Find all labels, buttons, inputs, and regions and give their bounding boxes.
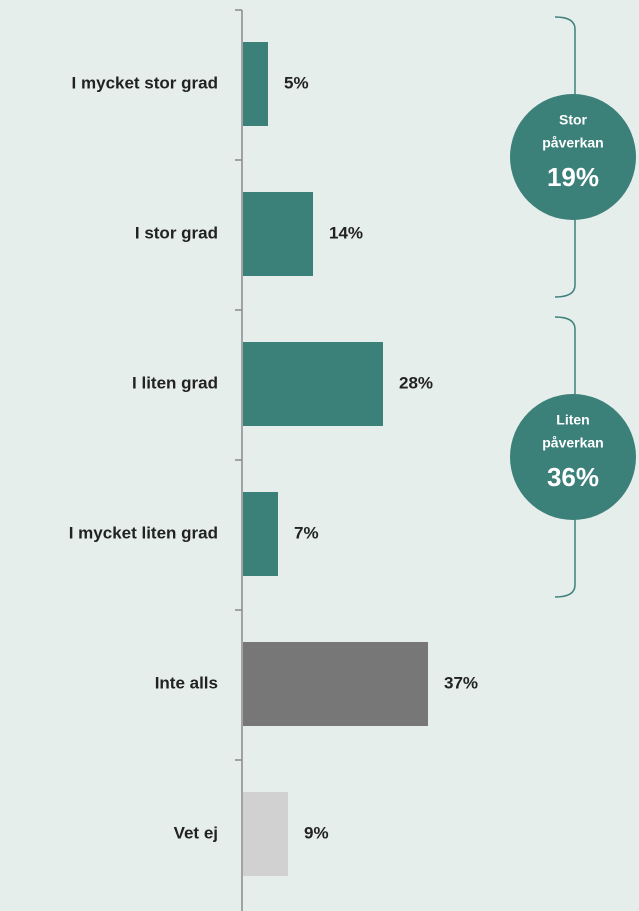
category-label: Inte alls xyxy=(155,673,218,692)
value-label: 37% xyxy=(444,673,478,692)
category-label: I liten grad xyxy=(132,373,218,392)
summary-value: 36% xyxy=(547,462,599,492)
bar xyxy=(243,492,278,576)
summary-label: Stor xyxy=(559,112,588,128)
category-label: I mycket stor grad xyxy=(72,73,218,92)
value-label: 14% xyxy=(329,223,363,242)
bar xyxy=(243,192,313,276)
category-label: I stor grad xyxy=(135,223,218,242)
value-label: 7% xyxy=(294,523,319,542)
summary-label: påverkan xyxy=(542,435,603,451)
summary-circle xyxy=(510,394,636,520)
category-label: Vet ej xyxy=(174,823,218,842)
bar xyxy=(243,792,288,876)
bar xyxy=(243,42,268,126)
summary-label: Liten xyxy=(556,412,589,428)
summary-value: 19% xyxy=(547,162,599,192)
category-label: I mycket liten grad xyxy=(69,523,218,542)
summary-circle xyxy=(510,94,636,220)
bar xyxy=(243,642,428,726)
bar xyxy=(243,342,383,426)
value-label: 5% xyxy=(284,73,309,92)
value-label: 9% xyxy=(304,823,329,842)
summary-label: påverkan xyxy=(542,135,603,151)
value-label: 28% xyxy=(399,373,433,392)
